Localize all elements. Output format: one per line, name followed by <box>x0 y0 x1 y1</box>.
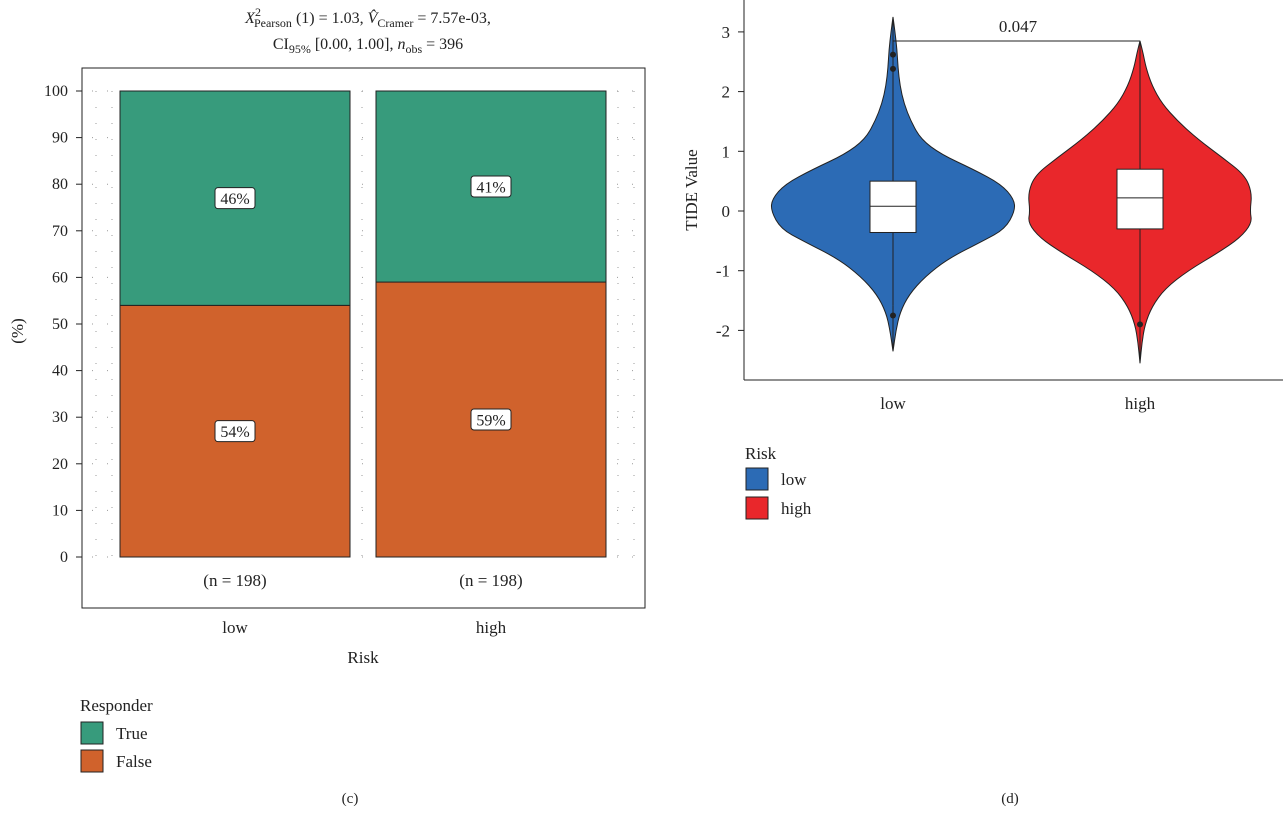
data-label: 41% <box>476 180 505 197</box>
y-tick-label: 3 <box>722 23 731 42</box>
bar-label-group: 54% 46% 59% 41% <box>214 175 512 443</box>
y-tick-label: 10 <box>52 502 68 519</box>
y-tick-label: 2 <box>722 83 731 102</box>
y-tick-label: 30 <box>52 409 68 426</box>
legend-label-low: low <box>781 470 807 489</box>
legend-title: Responder <box>80 696 153 715</box>
outlier-point <box>890 51 896 58</box>
data-label-box <box>470 175 512 198</box>
legend-label-true: True <box>116 724 148 743</box>
data-label-box <box>214 187 256 210</box>
y-axis: 0 10 20 30 40 50 60 70 80 90 100 <box>44 83 82 566</box>
y-axis-title: (%) <box>8 318 27 343</box>
box-low <box>869 180 917 233</box>
legend-swatch-low <box>745 467 769 491</box>
legend-risk: Risk low high <box>745 444 812 520</box>
data-label-box <box>470 408 512 431</box>
legend-swatch-high <box>745 496 769 520</box>
y-tick-label: 90 <box>52 130 68 147</box>
box-high <box>1116 168 1164 230</box>
panel-label-d: (d) <box>1001 791 1019 807</box>
data-label: 59% <box>476 413 505 430</box>
outlier-point <box>890 65 896 72</box>
y-tick-label: 40 <box>52 363 68 380</box>
legend-swatch-false <box>80 749 104 773</box>
x-tick-label-low: low <box>222 618 248 637</box>
panel-label-c: (c) <box>342 791 359 807</box>
count-label-high: (n = 198) <box>459 571 522 590</box>
y-tick-label: 80 <box>52 176 68 193</box>
y-tick-label: 60 <box>52 269 68 286</box>
legend-label-false: False <box>116 752 152 771</box>
panel-d: -2 -1 0 1 2 3 0.047 low high TIDE Value Risk … <box>682 0 1283 807</box>
title-sup: 2 <box>255 5 261 19</box>
chart-title-line1: X2 Pearson (1) = 1.03, V̂Cramer = 7.57e-0… <box>244 5 491 30</box>
y-tick-label: 20 <box>52 456 68 473</box>
violin-group <box>770 16 1252 364</box>
y-tick-label: 0 <box>60 549 68 566</box>
legend-label-high: high <box>781 499 812 518</box>
outlier-point <box>1137 321 1143 328</box>
legend-swatch-true <box>80 721 104 745</box>
outlier-point <box>890 312 896 319</box>
y-tick-label: -1 <box>716 262 730 281</box>
legend-title: Risk <box>745 444 777 463</box>
legend-responder: Responder True False <box>80 696 153 773</box>
y-axis: -2 -1 0 1 2 3 <box>716 23 744 340</box>
x-tick-label-high: high <box>1125 394 1156 413</box>
y-tick-label: 1 <box>722 142 731 161</box>
y-tick-label: 100 <box>44 83 68 100</box>
panel-c: X2 Pearson (1) = 1.03, V̂Cramer = 7.57e-0… <box>8 5 646 807</box>
y-tick-label: 70 <box>52 223 68 240</box>
significance-bracket: 0.047 <box>892 17 1141 48</box>
y-tick-label: 50 <box>52 316 68 333</box>
plot-panel-frame <box>81 67 646 609</box>
y-tick-label: 0 <box>722 202 731 221</box>
data-label-box <box>214 420 256 443</box>
chart-title-line2: CI95% [0.00, 1.00], nobs = 396 <box>273 36 463 56</box>
y-axis-title: TIDE Value <box>682 149 701 230</box>
x-tick-label-low: low <box>880 394 906 413</box>
x-axis-title: Risk <box>347 648 379 667</box>
y-tick-label: -2 <box>716 321 730 340</box>
x-tick-label-high: high <box>476 618 507 637</box>
count-label-low: (n = 198) <box>203 571 266 590</box>
data-label: 54% <box>220 424 249 441</box>
p-value-label: 0.047 <box>999 17 1038 36</box>
data-label: 46% <box>220 191 249 208</box>
